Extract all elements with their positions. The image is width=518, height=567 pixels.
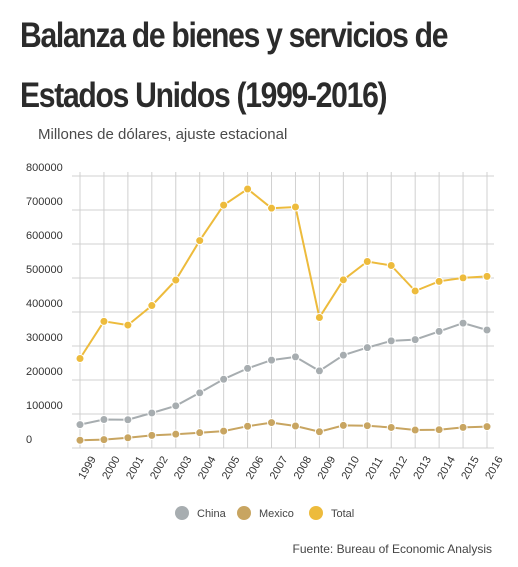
x-tick-label: 2001	[124, 454, 147, 481]
data-point-china	[99, 414, 109, 424]
source-note: Fuente: Bureau of Economic Analysis	[292, 542, 492, 556]
data-point-china	[147, 408, 157, 418]
data-point-total	[410, 286, 420, 296]
x-tick-label: 2009	[316, 454, 339, 481]
data-point-china	[338, 350, 348, 360]
data-point-mexico	[267, 418, 277, 428]
y-tick-label: 0	[26, 434, 32, 446]
data-point-china	[219, 374, 229, 384]
data-point-mexico	[195, 428, 205, 438]
x-tick-label: 2000	[100, 454, 123, 481]
y-tick-label: 800000	[26, 162, 63, 174]
x-tick-label: 2013	[411, 454, 434, 481]
data-point-mexico	[290, 421, 300, 431]
x-tick-label: 2004	[196, 454, 219, 481]
x-tick-label: 2016	[483, 454, 506, 481]
data-point-china	[290, 352, 300, 362]
data-point-mexico	[147, 430, 157, 440]
data-point-total	[243, 184, 253, 194]
legend-label-china: China	[197, 508, 227, 520]
data-point-total	[75, 354, 85, 364]
data-point-china	[482, 325, 492, 335]
series-line-mexico	[79, 421, 488, 442]
y-tick-label: 100000	[26, 400, 63, 412]
x-tick-label: 2008	[292, 454, 315, 481]
data-point-total	[123, 320, 133, 330]
data-point-mexico	[362, 421, 372, 431]
data-point-total	[171, 275, 181, 285]
data-point-total	[219, 200, 229, 210]
data-point-china	[75, 420, 85, 430]
data-point-china	[434, 326, 444, 336]
legend-marker-total	[309, 506, 323, 520]
legend-label-total: Total	[331, 508, 354, 520]
data-point-total	[482, 271, 492, 281]
x-tick-label: 2002	[148, 454, 171, 481]
x-tick-label: 2006	[244, 454, 267, 481]
data-point-mexico	[410, 425, 420, 435]
data-point-china	[243, 363, 253, 373]
data-point-china	[267, 355, 277, 365]
data-point-china	[123, 415, 133, 425]
data-point-total	[314, 313, 324, 323]
data-point-total	[386, 260, 396, 270]
data-point-china	[410, 335, 420, 345]
y-tick-label: 600000	[26, 230, 63, 242]
x-tick-label: 2010	[340, 454, 363, 481]
chart-subtitle: Millones de dólares, ajuste estacional	[38, 126, 288, 143]
chart-title-line-1: Balanza de bienes y servicios de	[20, 16, 448, 55]
legend-marker-mexico	[237, 506, 251, 520]
y-tick-label: 400000	[26, 298, 63, 310]
data-point-total	[147, 301, 157, 311]
data-point-mexico	[386, 422, 396, 432]
data-point-total	[290, 202, 300, 212]
data-point-mexico	[338, 420, 348, 430]
data-point-mexico	[219, 426, 229, 436]
data-point-mexico	[99, 435, 109, 445]
series-line-total	[79, 187, 488, 360]
x-tick-label: 2014	[435, 454, 458, 481]
chart-title: Balanza de bienes y servicios de Estados…	[20, 6, 448, 126]
data-point-china	[386, 336, 396, 346]
data-point-mexico	[171, 429, 181, 439]
series-line-china	[79, 322, 488, 426]
x-tick-label: 2011	[363, 455, 385, 481]
data-point-total	[267, 203, 277, 213]
data-point-china	[195, 388, 205, 398]
y-tick-label: 700000	[26, 196, 63, 208]
data-point-total	[338, 275, 348, 285]
y-tick-label: 500000	[26, 264, 63, 276]
x-tick-label: 2015	[459, 454, 482, 481]
data-point-mexico	[458, 422, 468, 432]
legend-marker-china	[175, 506, 189, 520]
x-tick-label: 2003	[172, 454, 195, 481]
data-point-mexico	[314, 427, 324, 437]
data-point-total	[195, 236, 205, 246]
data-point-china	[362, 343, 372, 353]
data-point-total	[362, 256, 372, 266]
data-point-china	[314, 366, 324, 376]
data-point-mexico	[75, 435, 85, 445]
y-tick-label: 200000	[26, 366, 63, 378]
data-point-mexico	[123, 433, 133, 443]
x-tick-label: 2012	[387, 454, 410, 481]
chart-title-line-2: Estados Unidos (1999-2016)	[20, 76, 388, 115]
y-tick-label: 300000	[26, 332, 63, 344]
data-point-total	[458, 273, 468, 283]
legend-label-mexico: Mexico	[259, 508, 294, 520]
data-point-mexico	[434, 425, 444, 435]
x-tick-label: 2005	[220, 454, 243, 481]
data-point-mexico	[243, 421, 253, 431]
data-point-total	[434, 276, 444, 286]
data-point-mexico	[482, 422, 492, 432]
data-point-china	[458, 318, 468, 328]
x-tick-label: 2007	[268, 454, 291, 481]
data-point-total	[99, 316, 109, 326]
data-point-china	[171, 401, 181, 411]
x-tick-label: 1999	[76, 454, 99, 481]
